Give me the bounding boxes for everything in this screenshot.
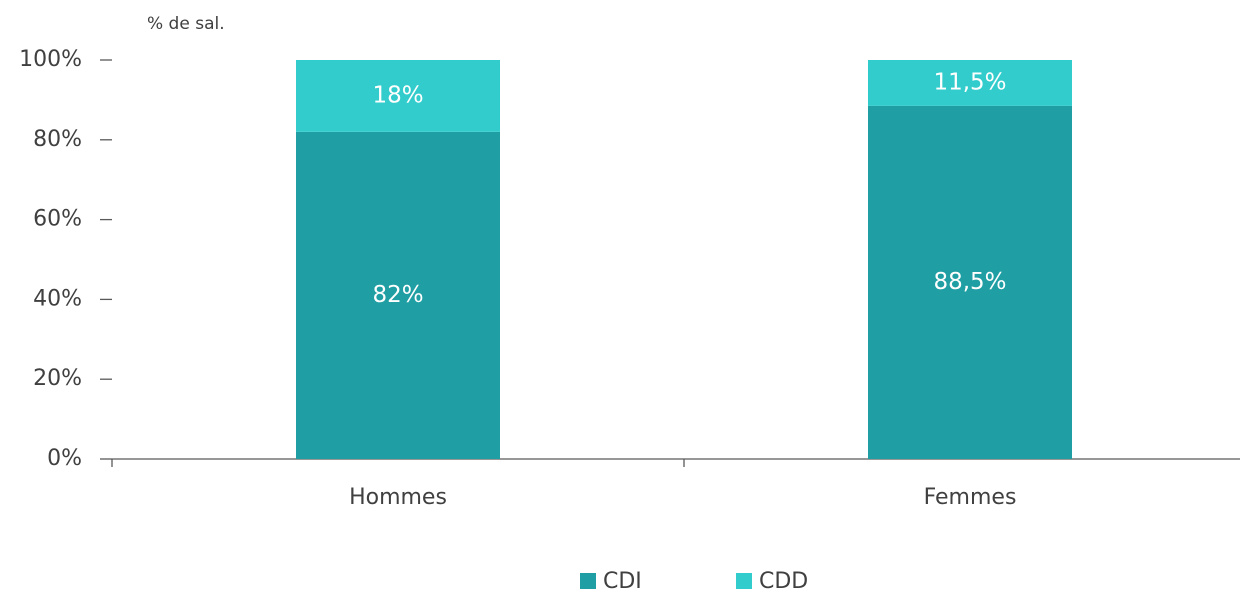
value-label: 88,5%	[933, 269, 1006, 295]
legend-label: CDI	[603, 569, 642, 593]
legend-label: CDD	[759, 569, 808, 593]
x-tick-label: Hommes	[349, 485, 447, 510]
bar-segment	[868, 105, 1072, 459]
x-tick-label: Femmes	[924, 485, 1017, 510]
bar-segment	[296, 131, 500, 459]
y-tick-label: 60%	[33, 207, 82, 232]
legend-swatch	[736, 573, 752, 589]
value-label: 82%	[372, 282, 423, 308]
y-tick-label: 100%	[19, 47, 82, 72]
y-axis-label: % de sal.	[147, 14, 225, 34]
legend-swatch	[580, 573, 596, 589]
bar-segment	[868, 60, 1072, 106]
value-label: 18%	[372, 82, 423, 108]
y-tick-label: 80%	[33, 127, 82, 152]
y-tick-label: 20%	[33, 366, 82, 391]
bar-segment	[296, 60, 500, 132]
value-label: 11,5%	[933, 69, 1006, 95]
y-tick-label: 40%	[33, 286, 82, 311]
y-tick-label: 0%	[47, 446, 82, 471]
